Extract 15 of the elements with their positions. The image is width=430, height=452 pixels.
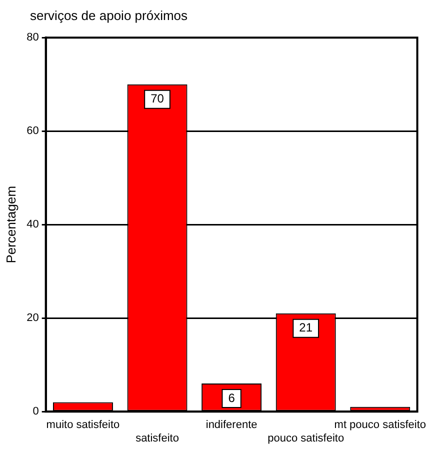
y-tick-label: 40 bbox=[26, 218, 39, 231]
y-axis-title: Percentagem bbox=[3, 186, 18, 264]
x-tick-label: pouco satisfeito bbox=[268, 432, 344, 444]
data-label: 21 bbox=[299, 320, 313, 335]
x-tick-label: indiferente bbox=[206, 419, 258, 432]
x-tick-label: muito satisfeito bbox=[46, 419, 120, 432]
x-tick-label: mt pouco satisfeito bbox=[334, 419, 426, 432]
chart-title: serviços de apoio próximos bbox=[30, 8, 188, 23]
y-tick-label: 20 bbox=[26, 312, 39, 324]
y-tick-label: 0 bbox=[32, 406, 39, 418]
data-label: 6 bbox=[228, 390, 236, 405]
y-tick-label: 60 bbox=[26, 125, 39, 138]
y-tick-label: 80 bbox=[26, 32, 39, 44]
data-label: 70 bbox=[150, 92, 164, 106]
x-tick-label: satisfeito bbox=[136, 432, 179, 444]
